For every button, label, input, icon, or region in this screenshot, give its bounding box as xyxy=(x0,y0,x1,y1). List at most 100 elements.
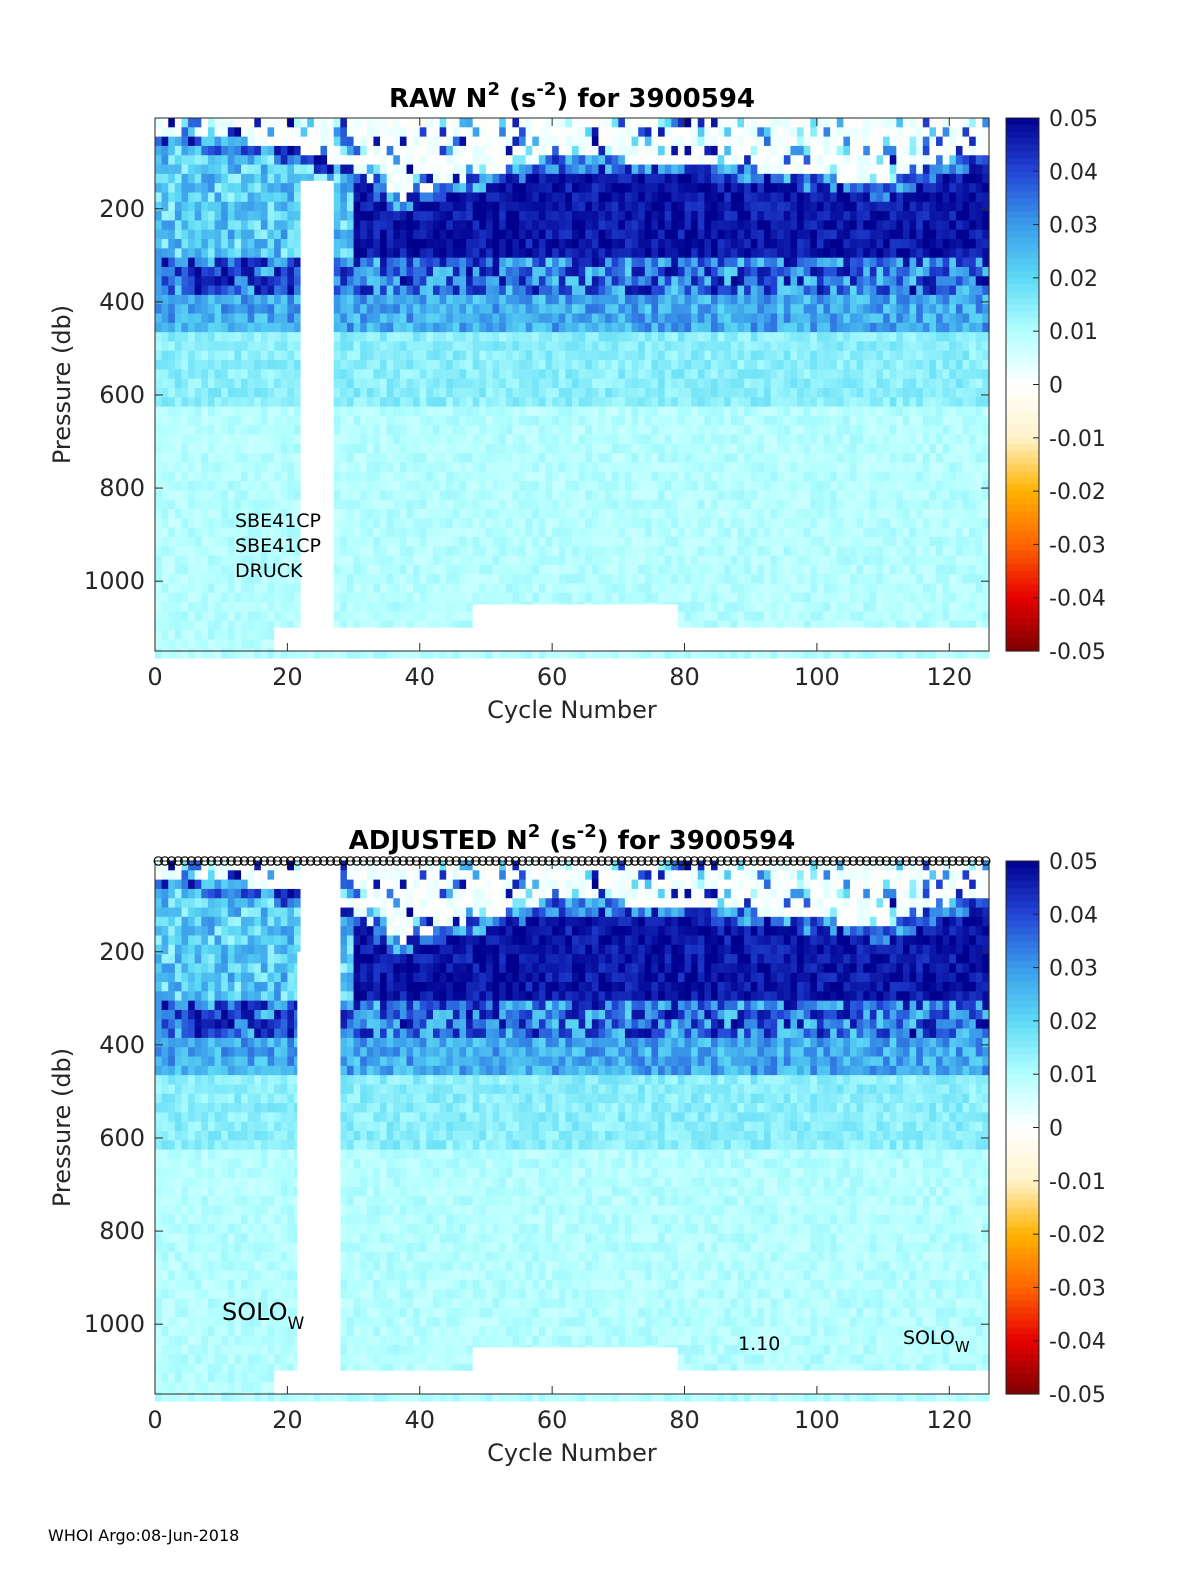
heatmap-cell xyxy=(227,620,236,631)
heatmap-cell xyxy=(618,527,626,538)
heatmap-cell xyxy=(658,294,666,305)
heatmap-cell xyxy=(234,276,242,287)
heatmap-cell xyxy=(505,406,514,417)
heatmap-cell xyxy=(459,304,467,315)
heatmap-cell xyxy=(333,239,341,249)
heatmap-cell xyxy=(651,118,659,128)
heatmap-cell xyxy=(207,304,216,315)
heatmap-cell xyxy=(565,648,573,659)
heatmap-cell xyxy=(565,453,573,464)
heatmap-cell xyxy=(274,266,282,277)
heatmap-cell xyxy=(380,648,388,659)
heatmap-cell xyxy=(247,602,255,613)
heatmap-cell xyxy=(386,239,394,249)
heatmap-cell xyxy=(174,602,183,613)
heatmap-cell xyxy=(227,555,236,566)
heatmap-cell xyxy=(671,220,679,231)
heatmap-cell xyxy=(346,360,355,370)
heatmap-cell xyxy=(419,257,427,268)
heatmap-cell xyxy=(711,164,719,175)
heatmap-cell xyxy=(611,266,619,277)
heatmap-cell xyxy=(452,322,461,333)
heatmap-cell xyxy=(624,369,633,380)
heatmap-cell xyxy=(333,173,341,184)
heatmap-cell xyxy=(671,136,679,147)
heatmap-cell xyxy=(413,341,421,352)
heatmap-cell xyxy=(525,499,533,510)
heatmap-cell xyxy=(393,564,401,575)
heatmap-cell xyxy=(558,592,566,603)
heatmap-cell xyxy=(525,564,533,575)
heatmap-cell xyxy=(565,527,573,538)
heatmap-cell xyxy=(260,620,269,631)
heatmap-cell xyxy=(194,509,202,519)
heatmap-cell xyxy=(704,555,712,566)
heatmap-cell xyxy=(426,509,434,519)
heatmap-cell xyxy=(618,425,626,436)
heatmap-cell xyxy=(472,462,480,473)
heatmap-cell xyxy=(353,118,361,128)
heatmap-cell xyxy=(161,397,169,408)
heatmap-cell xyxy=(294,220,302,231)
heatmap-cell xyxy=(201,564,209,575)
heatmap-cell xyxy=(399,378,408,389)
heatmap-cell xyxy=(234,639,242,650)
heatmap-cell xyxy=(618,248,626,259)
heatmap-cell xyxy=(287,322,295,333)
heatmap-cell xyxy=(380,127,388,138)
heatmap-cell xyxy=(214,583,222,594)
heatmap-cell xyxy=(519,481,527,491)
heatmap-cell xyxy=(704,183,712,194)
heatmap-cell xyxy=(393,136,401,147)
heatmap-cell xyxy=(658,443,666,454)
heatmap-cell xyxy=(353,583,361,594)
heatmap-cell xyxy=(333,127,341,138)
heatmap-cell xyxy=(591,425,600,436)
heatmap-cell xyxy=(677,257,686,268)
heatmap-cell xyxy=(492,583,500,594)
heatmap-cell xyxy=(360,322,368,333)
heatmap-cell xyxy=(459,229,467,240)
heatmap-cell xyxy=(201,397,209,408)
heatmap-cell xyxy=(247,630,255,640)
heatmap-cell xyxy=(644,564,653,575)
heatmap-cell xyxy=(194,136,202,147)
heatmap-cell xyxy=(373,425,381,436)
heatmap-cell xyxy=(439,481,447,491)
heatmap-cell xyxy=(241,630,249,640)
heatmap-cell xyxy=(684,387,692,398)
heatmap-cell xyxy=(499,294,507,305)
heatmap-cell xyxy=(479,536,487,547)
heatmap-cell xyxy=(194,592,202,603)
heatmap-cell xyxy=(254,639,262,650)
heatmap-cell xyxy=(611,546,619,557)
heatmap-cell xyxy=(194,471,202,482)
heatmap-cell xyxy=(406,332,414,343)
heatmap-cell xyxy=(704,322,712,333)
heatmap-cell xyxy=(618,518,626,529)
heatmap-cell xyxy=(181,350,189,361)
heatmap-cell xyxy=(691,369,699,380)
heatmap-cell xyxy=(340,192,348,203)
heatmap-cell xyxy=(366,415,375,426)
heatmap-cell xyxy=(155,183,163,194)
heatmap-cell xyxy=(227,220,236,231)
heatmap-cell xyxy=(704,229,712,240)
heatmap-cell xyxy=(479,183,487,194)
heatmap-cell xyxy=(684,313,692,324)
heatmap-cell xyxy=(479,127,487,138)
heatmap-cell xyxy=(287,313,295,324)
heatmap-cell xyxy=(267,620,275,631)
heatmap-cell xyxy=(181,397,189,408)
heatmap-cell xyxy=(287,350,295,361)
heatmap-cell xyxy=(181,155,189,166)
heatmap-cell xyxy=(267,360,275,370)
heatmap-cell xyxy=(386,136,394,147)
heatmap-cell xyxy=(287,583,295,594)
heatmap-cell xyxy=(452,145,461,156)
heatmap-cell xyxy=(386,211,394,222)
heatmap-cell xyxy=(267,201,275,212)
heatmap-cell xyxy=(155,145,163,156)
heatmap-cell xyxy=(532,118,540,128)
heatmap-cell xyxy=(386,611,394,622)
